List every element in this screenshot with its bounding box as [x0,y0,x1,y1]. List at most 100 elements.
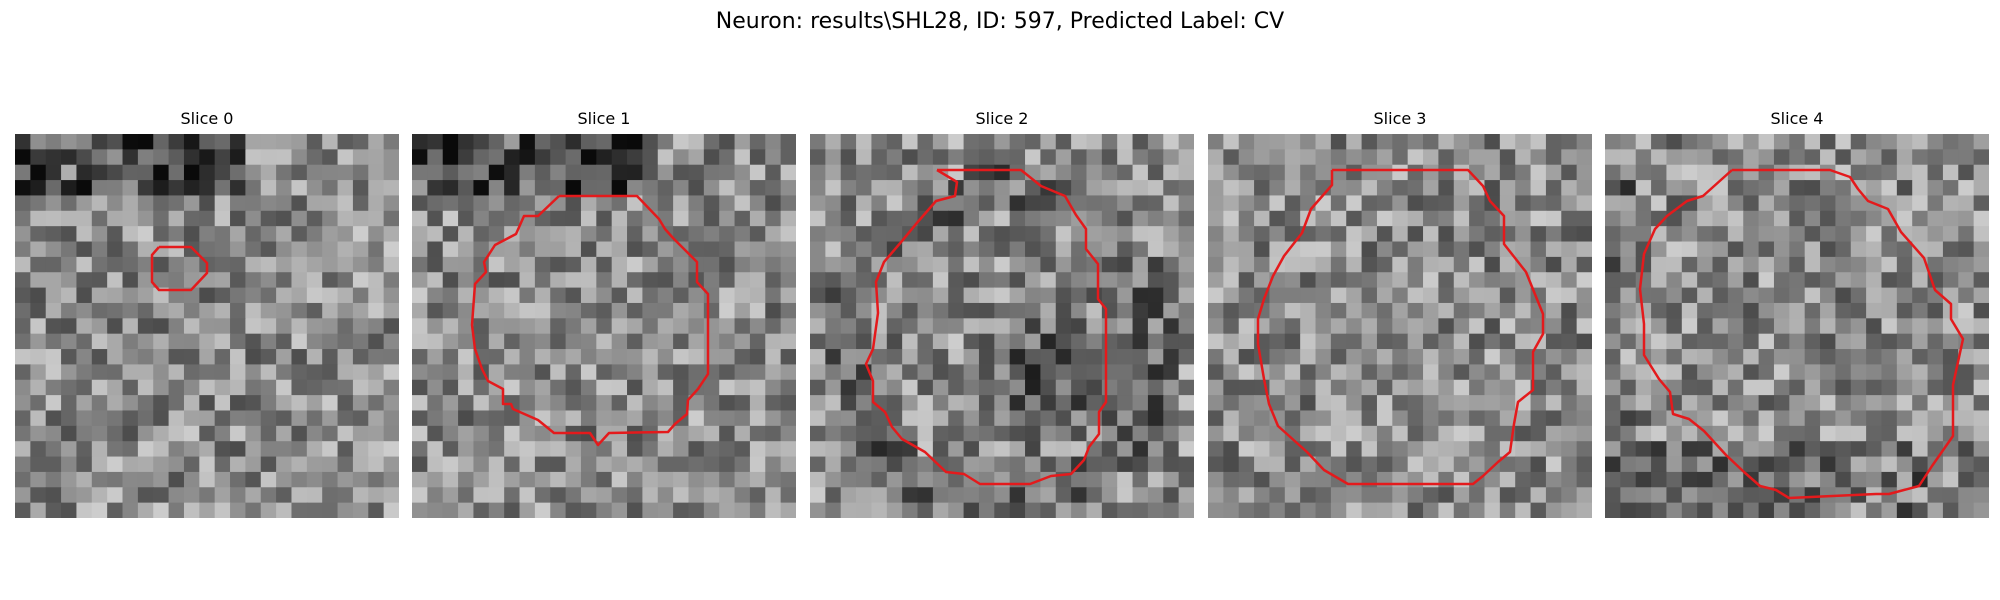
image-pixel [458,425,475,442]
image-pixel [1576,364,1592,381]
image-pixel [1789,425,1806,442]
image-pixel [1758,379,1775,396]
image-pixel [1101,456,1118,473]
image-pixel [1315,456,1332,473]
image-pixel [168,210,185,227]
image-pixel [703,210,720,227]
image-pixel [1727,256,1744,273]
image-pixel [810,318,826,335]
image-pixel [473,164,490,181]
image-pixel [383,487,399,504]
image-pixel [368,256,385,273]
image-pixel [76,164,93,181]
image-pixel [1484,256,1501,273]
image-pixel [1620,333,1637,350]
image-pixel [1055,502,1072,518]
image-pixel [107,302,124,319]
image-pixel [1666,379,1683,396]
image-pixel [306,487,323,504]
image-pixel [657,149,674,166]
image-pixel [245,410,262,427]
image-pixel [978,272,995,289]
slice-0-image [15,134,399,518]
image-pixel [1392,318,1409,335]
image-pixel [245,241,262,258]
image-pixel [886,395,903,412]
image-pixel [30,349,47,365]
image-pixel [352,379,369,396]
image-pixel [1376,379,1393,396]
image-pixel [352,410,369,427]
image-pixel [1163,349,1180,365]
image-pixel [688,180,705,197]
image-pixel [260,456,277,473]
image-pixel [1958,318,1975,335]
image-pixel [534,149,551,166]
image-pixel [427,134,444,150]
image-pixel [1820,287,1836,304]
image-pixel [1223,287,1240,304]
image-pixel [1576,149,1592,166]
image-pixel [1178,210,1194,227]
image-pixel [1484,502,1501,518]
image-pixel [1071,241,1088,258]
image-pixel [45,164,62,181]
image-pixel [1086,164,1103,181]
image-pixel [291,149,308,166]
image-pixel [719,487,736,504]
image-pixel [1284,349,1301,365]
image-pixel [1697,487,1714,504]
image-pixel [840,379,857,396]
image-pixel [780,226,796,243]
image-pixel [886,349,903,365]
image-pixel [412,471,428,488]
image-pixel [1605,272,1621,289]
image-pixel [1330,272,1347,289]
image-pixel [534,272,551,289]
image-pixel [61,318,78,335]
image-pixel [963,256,980,273]
image-pixel [1376,425,1393,442]
image-pixel [1850,318,1867,335]
image-pixel [1620,226,1637,243]
image-pixel [276,379,293,396]
image-pixel [596,441,613,458]
image-pixel [932,180,949,197]
image-pixel [1605,287,1621,304]
image-pixel [825,287,842,304]
image-pixel [383,349,399,365]
image-pixel [1423,287,1439,304]
image-pixel [1666,364,1683,381]
image-pixel [519,134,536,150]
image-pixel [1515,241,1532,258]
image-pixel [1009,149,1026,166]
image-pixel [1835,287,1852,304]
image-pixel [504,210,521,227]
image-pixel [688,226,705,243]
image-pixel [550,502,567,518]
image-pixel [199,502,216,518]
image-pixel [749,180,766,197]
image-pixel [1666,272,1683,289]
image-pixel [45,410,62,427]
image-pixel [749,471,766,488]
image-pixel [15,318,31,335]
image-pixel [978,287,995,304]
image-pixel [30,395,47,412]
image-pixel [122,195,139,212]
image-pixel [749,195,766,212]
image-pixel [427,302,444,319]
image-pixel [810,287,826,304]
image-pixel [1545,256,1562,273]
image-pixel [902,210,919,227]
image-pixel [1530,226,1547,243]
image-pixel [948,349,965,365]
image-pixel [30,364,47,381]
image-pixel [1850,241,1867,258]
image-pixel [383,164,399,181]
image-pixel [1223,349,1240,365]
image-pixel [840,456,857,473]
image-pixel [30,241,47,258]
image-pixel [306,164,323,181]
